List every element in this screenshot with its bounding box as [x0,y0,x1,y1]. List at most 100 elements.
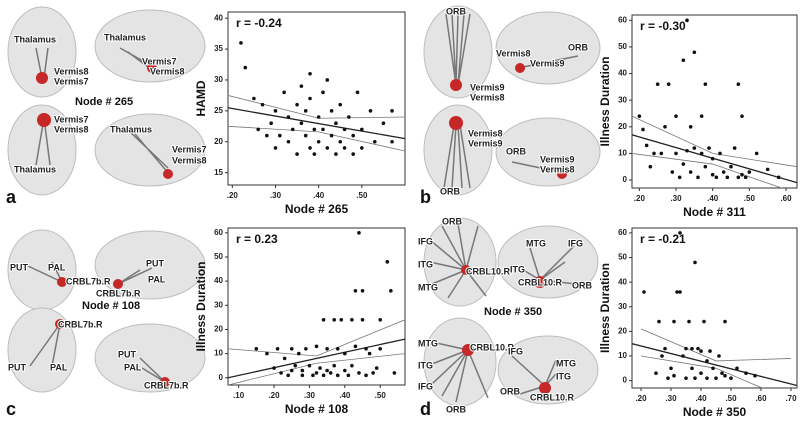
point [692,146,697,150]
region-label: Vermis9 [470,82,505,92]
point [278,133,282,138]
connection [443,13,579,189]
y-axis-label: Illness Duration [194,261,208,351]
x-axis-label: Node # 265 [285,202,349,216]
point [678,290,682,294]
y-tick-label: 40 [618,69,627,78]
point [663,124,667,129]
y-axis-label: HAMD [194,80,208,116]
point [297,351,301,356]
point [308,146,312,150]
x-tick-label: .30 [665,394,677,403]
x-tick-label: .20 [634,194,646,203]
panel-letter: a [6,187,17,207]
fit-line [632,134,797,184]
node [57,277,67,287]
point [314,371,319,375]
point [666,376,670,380]
y-tick-label: 0 [219,373,224,382]
region-label: CRBL10.R [518,277,563,287]
point [347,115,351,119]
point [364,373,368,378]
point [321,90,325,95]
point [316,139,321,144]
point [672,373,676,378]
node [450,79,462,91]
region-label: ITG [556,371,571,381]
point [312,127,317,132]
connection [429,223,577,403]
point [703,164,708,169]
region-label: Vermis8 [496,48,531,58]
region-label: PUT [146,258,165,268]
point [740,114,744,118]
ci-line [632,153,783,188]
point [334,152,338,156]
ci-line [632,115,797,168]
y-tick-label: 60 [618,15,627,24]
point [357,371,361,375]
region-label: MTG [418,338,438,348]
point [729,164,733,169]
point [308,71,312,76]
y-tick-label: 50 [214,252,223,261]
point [707,146,711,150]
point [659,151,664,156]
point [272,366,276,370]
node-caption: Node # 350 [484,306,542,318]
panel-c: PUT PAL CRBL7b.R PUT PAL CRBL7b.R CRBL7b… [6,229,206,419]
point [295,102,299,107]
node [163,169,173,179]
region-label: PUT [118,349,137,359]
x-tick-label: .10 [233,391,245,400]
node-caption: Node # 265 [75,96,133,108]
point [335,346,340,351]
annotation: r = -0.21 [640,232,686,246]
y-tick-label: 10 [618,351,627,360]
point [390,109,394,113]
point [335,373,340,378]
point [699,114,704,118]
region-label: Vermis8 [172,155,207,165]
point [753,373,757,378]
y-tick-label: 20 [618,326,627,335]
y-tick-label: 50 [618,253,627,262]
plot-frame [227,11,406,186]
x-tick-label: .40 [695,394,707,403]
point [678,231,682,235]
point [351,152,355,156]
point [342,146,347,150]
point [385,260,390,264]
region-label: Vermis8 [540,164,575,174]
region-label: ORB [446,404,467,414]
point [329,109,334,113]
point [316,115,321,119]
point [338,139,343,144]
brain [497,225,599,299]
brain [495,117,601,187]
point [374,366,379,370]
y-tick-label: 0 [623,376,628,385]
x-tick-label: .50 [725,394,737,403]
point [657,319,661,324]
point [360,289,365,293]
brain [497,335,599,405]
point [334,121,338,126]
point [666,82,671,86]
y-tick-label: 30 [618,302,627,311]
y-tick-label: 15 [214,168,223,177]
point [282,90,286,95]
x-tick-label: .30 [670,194,682,203]
brain [94,323,206,393]
region-label: Vermis7 [172,144,207,154]
point [721,170,726,174]
region-label: MTG [418,282,438,292]
y-tick-label: 35 [214,44,223,53]
point [714,175,719,180]
point [389,289,393,293]
point [329,133,334,138]
point [710,172,715,177]
y-tick-label: 20 [214,325,223,334]
point [390,139,394,144]
region-label: CRBL10.R [530,392,575,402]
